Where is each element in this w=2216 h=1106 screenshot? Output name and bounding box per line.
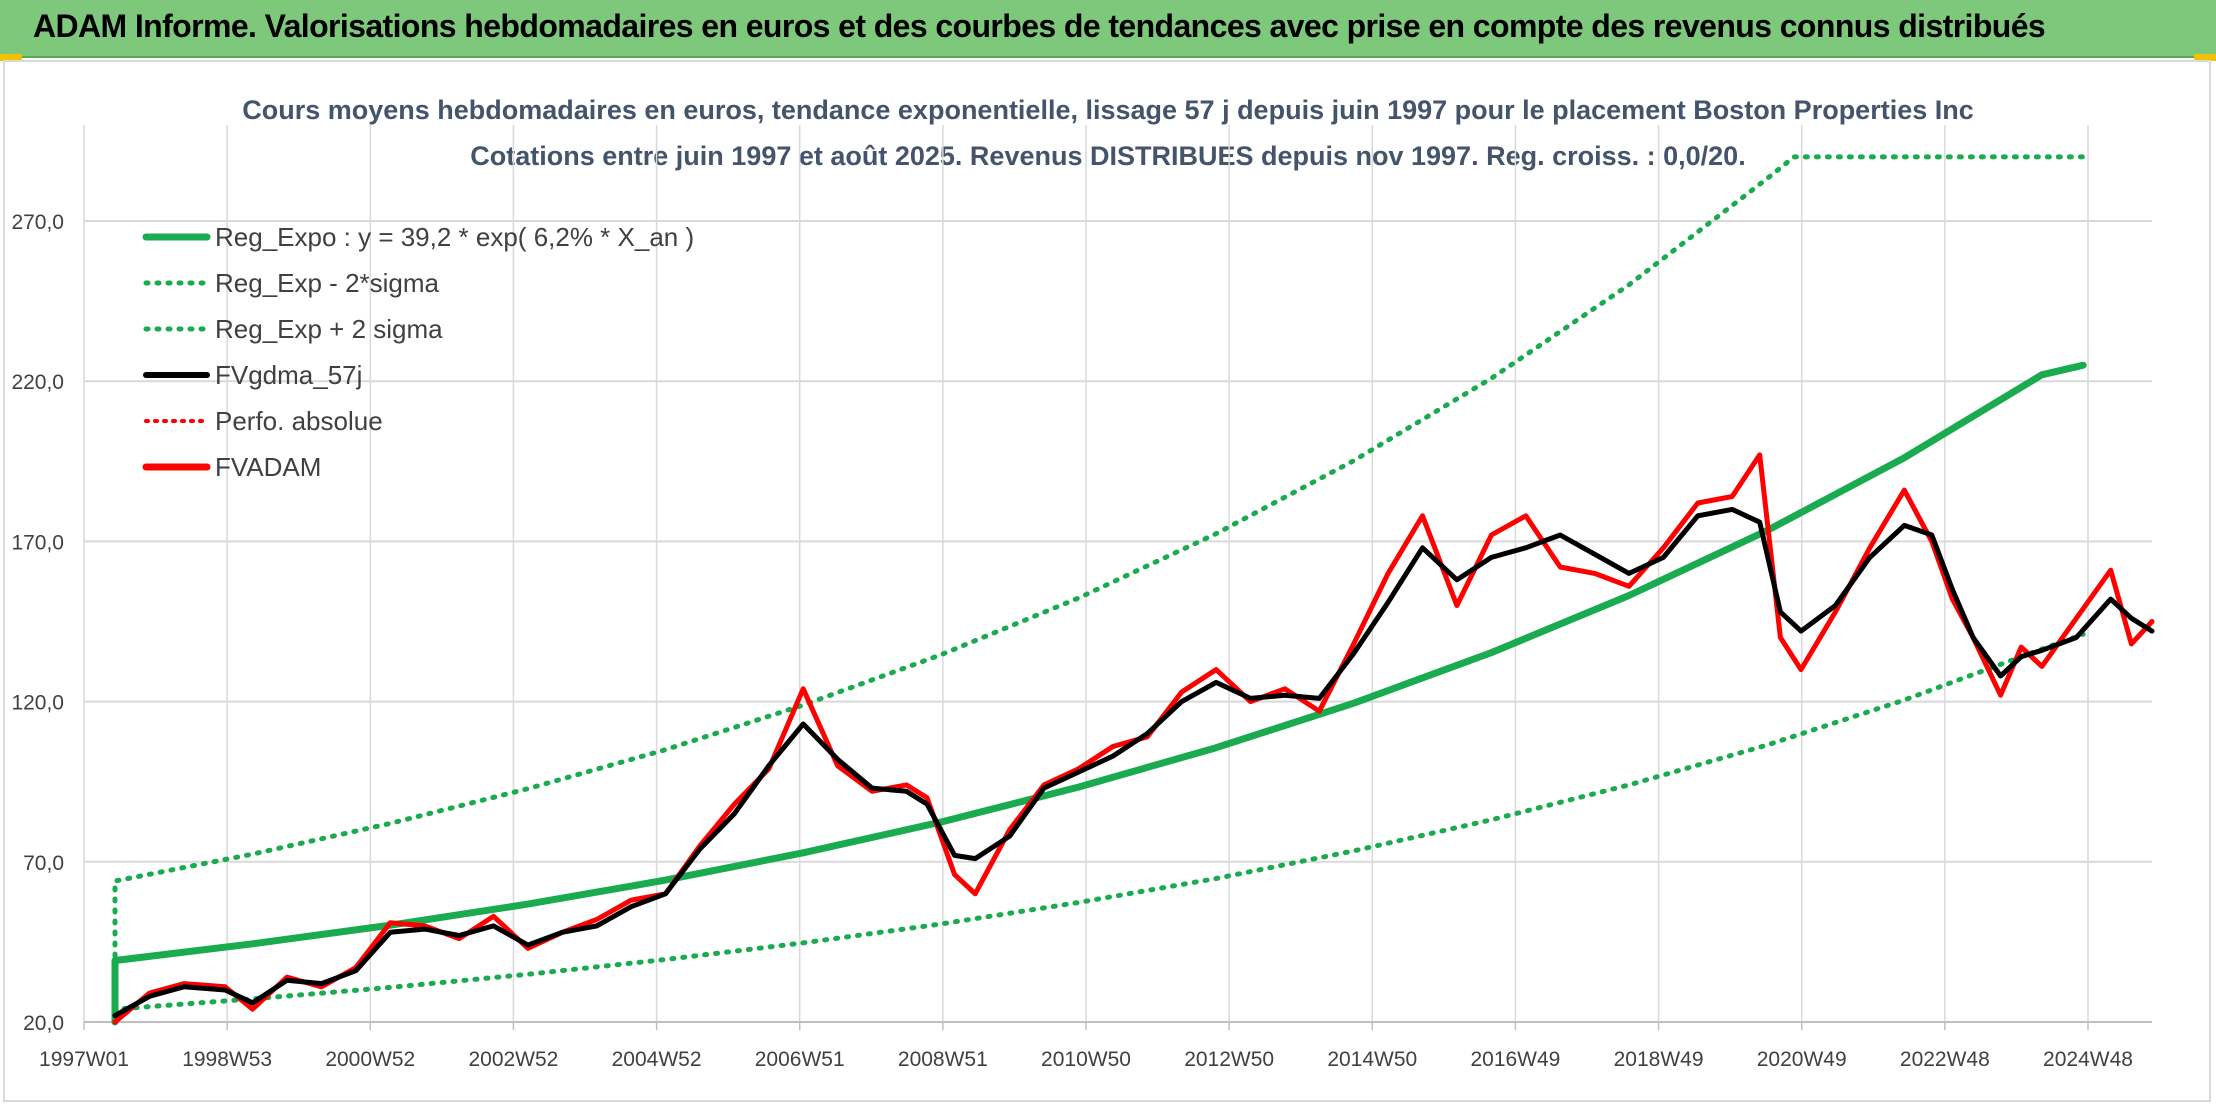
y-tick-label: 70,0: [23, 852, 64, 875]
series-group: [111, 154, 2155, 1026]
x-axis: 1997W01 1998W53 2000W52 2002W52 2004W52 2006W…: [39, 1021, 2152, 1071]
report-header: ADAM Informe. Valorisations hebdomadaire…: [0, 0, 2216, 58]
x-tick-label: 2006W51: [755, 1048, 845, 1071]
y-tick-label: 120,0: [11, 692, 64, 715]
corner-marker-left: [0, 54, 22, 61]
y-tick-label: 270,0: [11, 211, 64, 234]
legend-label: Reg_Exp + 2 sigma: [215, 314, 443, 344]
series-fvadam: [112, 452, 2155, 1025]
y-tick-label: 220,0: [11, 371, 64, 394]
x-tick-label: 1998W53: [182, 1048, 272, 1071]
x-tick-label: 2012W50: [1184, 1048, 1274, 1071]
x-tick-label: 2008W51: [898, 1048, 988, 1071]
x-tick-label: 2014W50: [1327, 1048, 1417, 1071]
report-title: ADAM Informe. Valorisations hebdomadaire…: [33, 8, 2046, 44]
series-fvgdma-57j: [112, 506, 2155, 1019]
y-tick-label: 20,0: [23, 1012, 64, 1035]
series-reg-minus-2sigma: [112, 631, 2086, 1025]
x-tick-label: 2022W48: [1900, 1048, 1990, 1071]
chart-title: Cours moyens hebdomadaires en euros, ten…: [242, 95, 1974, 125]
x-tick-label: 2000W52: [325, 1048, 415, 1071]
y-axis: 20,0 70,0 120,0 170,0 220,0 270,0: [11, 211, 64, 1035]
legend-label: FVADAM: [215, 452, 321, 482]
legend: Reg_Expo : y = 39,2 * exp( 6,2% * X_an )…: [142, 222, 694, 482]
series-reg-expo: [111, 361, 2087, 1026]
x-tick-label: 2024W48: [2043, 1048, 2133, 1071]
series-reg-plus-2sigma: [112, 154, 2086, 1025]
legend-label: Reg_Exp - 2*sigma: [215, 268, 440, 298]
x-tick-label: 2016W49: [1470, 1048, 1560, 1071]
x-tick-label: 2020W49: [1757, 1048, 1847, 1071]
x-tick-label: 2004W52: [612, 1048, 702, 1071]
legend-label: Reg_Expo : y = 39,2 * exp( 6,2% * X_an ): [215, 222, 694, 252]
chart-frame: [3, 60, 2211, 1102]
legend-label: FVgdma_57j: [215, 360, 362, 390]
x-tick-label: 2010W50: [1041, 1048, 1131, 1071]
x-tick-label: 2018W49: [1614, 1048, 1704, 1071]
x-tick-label: 1997W01: [39, 1048, 129, 1071]
corner-marker-right: [2194, 54, 2216, 61]
legend-label: Perfo. absolue: [215, 406, 383, 436]
chart-subtitle: Cotations entre juin 1997 et août 2025. …: [470, 141, 1745, 171]
gridlines: [83, 125, 2152, 1023]
y-tick-label: 170,0: [11, 531, 64, 554]
x-tick-label: 2002W52: [468, 1048, 558, 1071]
